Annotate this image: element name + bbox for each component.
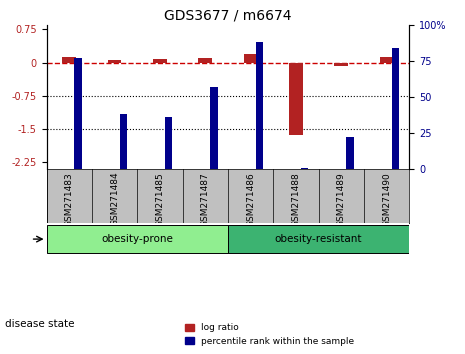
Bar bbox=[199, 58, 212, 63]
Bar bbox=[62, 57, 76, 63]
Bar bbox=[346, 137, 354, 169]
Bar bbox=[74, 58, 82, 169]
Text: disease state: disease state bbox=[5, 319, 74, 329]
Bar bbox=[120, 114, 127, 169]
Bar bbox=[165, 117, 173, 169]
Text: GSM271489: GSM271489 bbox=[337, 172, 345, 227]
Text: GSM271488: GSM271488 bbox=[292, 172, 300, 227]
Text: GSM271484: GSM271484 bbox=[110, 172, 119, 227]
Bar bbox=[392, 48, 399, 169]
FancyBboxPatch shape bbox=[228, 225, 409, 253]
Bar bbox=[380, 57, 393, 63]
Bar bbox=[334, 63, 348, 65]
Bar bbox=[210, 87, 218, 169]
Text: obesity-prone: obesity-prone bbox=[101, 234, 173, 244]
Bar bbox=[108, 60, 121, 63]
Bar bbox=[256, 42, 263, 169]
Text: GSM271485: GSM271485 bbox=[155, 172, 164, 227]
Text: GSM271490: GSM271490 bbox=[382, 172, 391, 227]
Text: GSM271486: GSM271486 bbox=[246, 172, 255, 227]
Text: GSM271487: GSM271487 bbox=[201, 172, 210, 227]
Text: obesity-resistant: obesity-resistant bbox=[275, 234, 362, 244]
Title: GDS3677 / m6674: GDS3677 / m6674 bbox=[164, 8, 292, 22]
Bar bbox=[289, 63, 303, 135]
Bar bbox=[301, 168, 308, 169]
Text: GSM271483: GSM271483 bbox=[65, 172, 73, 227]
Bar bbox=[153, 59, 166, 63]
Legend: log ratio, percentile rank within the sample: log ratio, percentile rank within the sa… bbox=[181, 320, 358, 349]
FancyBboxPatch shape bbox=[46, 225, 228, 253]
Bar bbox=[244, 54, 257, 63]
